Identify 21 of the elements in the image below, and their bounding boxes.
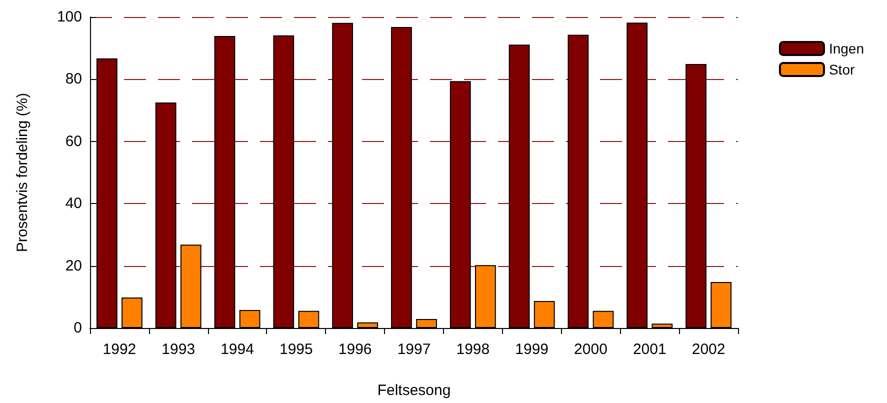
x-tick-label: 1994	[220, 341, 254, 358]
x-tick-label: 1996	[338, 341, 372, 358]
x-tick-label: 1995	[279, 341, 313, 358]
legend-label: Ingen	[828, 40, 864, 56]
x-tick-label: 1993	[162, 341, 196, 358]
y-tick-label: 80	[65, 70, 82, 88]
x-tick-label: 2002	[692, 341, 726, 358]
x-tick-label: 1992	[102, 341, 136, 358]
x-tick-label: 2000	[574, 341, 608, 358]
y-axis-title: Prosentvis fordeling (%)	[14, 92, 31, 252]
y-tick-label: 0	[74, 320, 82, 336]
y-tick-label: 60	[65, 132, 82, 150]
y-tick-label: 40	[65, 195, 82, 212]
y-tick-label: 100	[56, 8, 82, 26]
y-tick-label: 20	[65, 257, 82, 274]
legend-label: Stor	[828, 62, 855, 78]
x-tick-label: 1998	[456, 341, 490, 358]
x-tick-label: 2001	[632, 341, 666, 358]
x-tick-label: 1999	[515, 341, 549, 358]
x-tick-label: 1997	[397, 341, 431, 358]
x-axis-title: Feltsesong	[377, 382, 451, 399]
